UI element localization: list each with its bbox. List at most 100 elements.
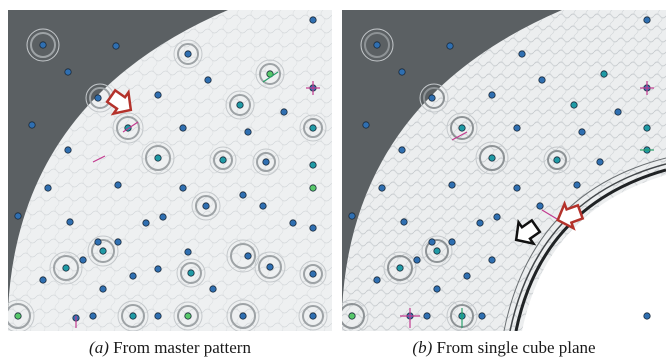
spot-layer bbox=[14, 16, 320, 328]
spot-ring bbox=[303, 264, 323, 284]
diffraction-spot bbox=[14, 312, 22, 320]
caption-a: (a) From master pattern bbox=[8, 337, 332, 359]
spot-ring bbox=[298, 301, 328, 331]
diffraction-spot bbox=[39, 41, 47, 49]
diffraction-spot bbox=[373, 41, 381, 49]
diffraction-spot bbox=[478, 312, 486, 320]
diffraction-spot bbox=[154, 154, 162, 162]
diffraction-spot bbox=[204, 76, 212, 84]
spot-ring bbox=[446, 300, 478, 331]
diffraction-spot bbox=[476, 219, 484, 227]
diffraction-spot bbox=[578, 128, 586, 136]
diffraction-spot bbox=[488, 154, 496, 162]
diffraction-spot bbox=[373, 276, 381, 284]
spot-ring bbox=[91, 239, 115, 263]
diffraction-spot bbox=[309, 312, 317, 320]
tick-mark bbox=[451, 131, 468, 141]
diffraction-spot bbox=[446, 42, 454, 50]
diffraction-spot bbox=[433, 247, 441, 255]
diffraction-spot bbox=[114, 238, 122, 246]
diffraction-spot bbox=[448, 181, 456, 189]
ring-layer bbox=[342, 28, 571, 331]
diffraction-spot bbox=[266, 263, 274, 271]
diffraction-spot bbox=[488, 256, 496, 264]
spot-ring bbox=[383, 251, 417, 285]
diffraction-spot bbox=[64, 146, 72, 154]
spot-ring bbox=[121, 304, 145, 328]
spot-ring bbox=[230, 303, 256, 329]
spot-ring bbox=[419, 83, 449, 113]
caption-a-text: From master pattern bbox=[113, 338, 251, 357]
spot-ring bbox=[547, 150, 567, 170]
ring-layer bbox=[8, 28, 328, 331]
diffraction-spot bbox=[428, 94, 436, 102]
diffraction-spot bbox=[219, 156, 227, 164]
diffraction-spot bbox=[239, 191, 247, 199]
diffraction-spot bbox=[348, 212, 356, 220]
panel-b-image bbox=[342, 10, 666, 331]
arrow-red-icon bbox=[556, 200, 585, 231]
diffraction-spot bbox=[184, 50, 192, 58]
spot-ring bbox=[117, 300, 149, 331]
diffraction-spot bbox=[362, 121, 370, 129]
spot-ring bbox=[26, 28, 60, 62]
diffraction-spot bbox=[309, 270, 317, 278]
spot-ring bbox=[49, 251, 83, 285]
spot-ring bbox=[177, 43, 199, 65]
spot-ring bbox=[230, 243, 256, 269]
diffraction-spot bbox=[112, 42, 120, 50]
diffraction-spot bbox=[239, 312, 247, 320]
diffraction-spot bbox=[259, 202, 267, 210]
spot-ring bbox=[342, 303, 365, 329]
diffraction-spot bbox=[44, 184, 52, 192]
diffraction-spot bbox=[39, 276, 47, 284]
tick-mark bbox=[262, 71, 279, 83]
spot-ring bbox=[180, 262, 202, 284]
diffraction-spot bbox=[184, 312, 192, 320]
diffraction-spot bbox=[458, 124, 466, 132]
diffraction-spot bbox=[187, 269, 195, 277]
diffraction-spot bbox=[518, 50, 526, 58]
spot-ring bbox=[423, 87, 445, 109]
diffraction-spot bbox=[244, 252, 252, 260]
diffraction-spot bbox=[62, 264, 70, 272]
diffraction-spot bbox=[262, 158, 270, 166]
diffraction-spot bbox=[179, 184, 187, 192]
spot-ring bbox=[226, 239, 260, 273]
diffraction-spot bbox=[463, 272, 471, 280]
diffraction-spot bbox=[398, 68, 406, 76]
spot-ring bbox=[421, 235, 453, 267]
diffraction-spot bbox=[89, 312, 97, 320]
diffraction-spot bbox=[378, 184, 386, 192]
spot-ring bbox=[87, 235, 119, 267]
spot-ring bbox=[112, 112, 144, 144]
diffraction-spot bbox=[643, 312, 651, 320]
white-region bbox=[522, 175, 666, 331]
diffraction-spot bbox=[309, 184, 317, 192]
diffraction-spot bbox=[280, 108, 288, 116]
diffraction-spot bbox=[209, 285, 217, 293]
caption-b-label: (b) bbox=[412, 338, 433, 357]
diffraction-spot bbox=[289, 219, 297, 227]
panel-a-image bbox=[8, 10, 332, 331]
diffraction-spot bbox=[99, 285, 107, 293]
diffraction-spot bbox=[28, 121, 36, 129]
diffraction-spot bbox=[596, 158, 604, 166]
spot-ring bbox=[299, 260, 327, 288]
spot-ring bbox=[543, 146, 571, 174]
diffraction-spot bbox=[309, 124, 317, 132]
diffraction-spot bbox=[643, 124, 651, 132]
diffraction-spot bbox=[309, 16, 317, 24]
diffraction-spot bbox=[79, 256, 87, 264]
pattern-field bbox=[8, 10, 332, 331]
diffraction-spot bbox=[66, 218, 74, 226]
diffraction-spot bbox=[244, 128, 252, 136]
spot-ring bbox=[176, 258, 206, 288]
diffraction-spot bbox=[129, 312, 137, 320]
diffraction-spot bbox=[142, 219, 150, 227]
spot-ring bbox=[360, 28, 394, 62]
diffraction-spot bbox=[184, 248, 192, 256]
diffraction-spot bbox=[600, 70, 608, 78]
spot-ring bbox=[256, 152, 276, 172]
diffraction-spot bbox=[154, 265, 162, 273]
